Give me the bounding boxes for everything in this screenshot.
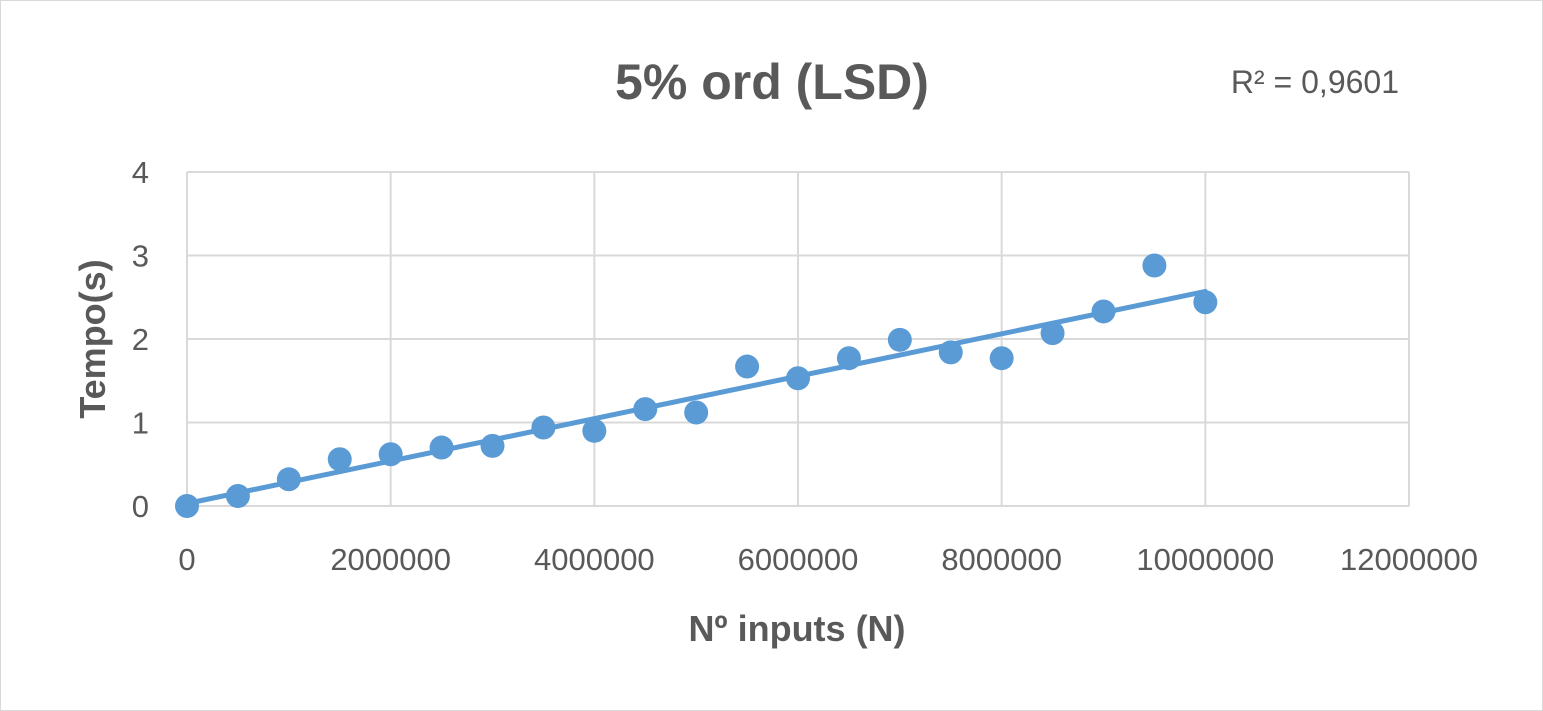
r-squared-label: R² = 0,9601 (1231, 64, 1399, 100)
trendline (184, 288, 1208, 506)
y-tick-label: 1 (132, 406, 149, 441)
y-axis-title: Tempo(s) (72, 259, 113, 418)
data-point (327, 447, 352, 472)
trendline-layer (184, 288, 1208, 506)
data-point (938, 340, 963, 365)
chart-title: 5% ord (LSD) (615, 54, 929, 110)
data-point (836, 346, 861, 371)
x-tick-label: 0 (178, 542, 195, 577)
data-points (175, 253, 1218, 518)
data-point (225, 483, 250, 508)
data-point (684, 400, 709, 425)
data-point (633, 397, 658, 422)
data-point (786, 366, 810, 391)
x-axis-title: Nº inputs (N) (688, 608, 905, 649)
y-tick-label: 4 (132, 155, 149, 190)
x-tick-label: 6000000 (738, 542, 859, 577)
x-tick-label: 8000000 (941, 542, 1062, 577)
data-point (735, 354, 760, 379)
y-tick-label: 3 (132, 239, 149, 274)
data-point (175, 494, 199, 518)
data-point (276, 467, 301, 492)
data-point (1040, 321, 1065, 346)
data-point (887, 327, 912, 352)
data-point (1142, 253, 1167, 278)
data-point (582, 418, 607, 443)
gridlines (186, 171, 1410, 507)
data-point (429, 435, 454, 460)
data-point (378, 442, 403, 467)
tick-labels: 0 2000000 4000000 6000000 8000000 10000000 120… (132, 155, 1478, 577)
data-point (531, 415, 556, 440)
x-tick-label: 12000000 (1340, 542, 1478, 577)
x-tick-label: 10000000 (1136, 542, 1274, 577)
x-tick-label: 4000000 (534, 542, 655, 577)
x-tick-label: 2000000 (330, 542, 451, 577)
data-point (480, 433, 505, 458)
y-tick-label: 0 (132, 489, 149, 524)
y-tick-label: 2 (132, 322, 149, 357)
data-point (1091, 299, 1116, 324)
data-point (1193, 290, 1218, 315)
data-point (989, 346, 1014, 371)
